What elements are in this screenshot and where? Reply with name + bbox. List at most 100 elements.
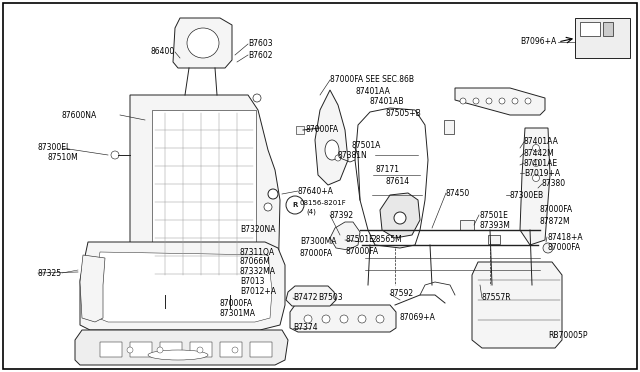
Circle shape bbox=[253, 94, 261, 102]
Circle shape bbox=[304, 315, 312, 323]
Text: 87393M: 87393M bbox=[479, 221, 510, 231]
Bar bbox=[444, 120, 454, 134]
Text: 87325: 87325 bbox=[38, 269, 62, 278]
Circle shape bbox=[486, 98, 492, 104]
Text: 87000FA SEE SEC.86B: 87000FA SEE SEC.86B bbox=[330, 76, 414, 84]
Text: 87000FA: 87000FA bbox=[305, 125, 338, 135]
Text: 87311QA: 87311QA bbox=[240, 247, 275, 257]
Polygon shape bbox=[455, 88, 545, 115]
Text: B7012+A: B7012+A bbox=[240, 288, 276, 296]
Text: RB70005P: RB70005P bbox=[548, 331, 588, 340]
Circle shape bbox=[512, 98, 518, 104]
Text: 87171: 87171 bbox=[375, 166, 399, 174]
Circle shape bbox=[157, 347, 163, 353]
Bar bbox=[296, 126, 304, 134]
Text: 87872M: 87872M bbox=[540, 217, 571, 225]
Text: 87066M: 87066M bbox=[240, 257, 271, 266]
Text: 87069+A: 87069+A bbox=[400, 312, 436, 321]
Text: 87501E: 87501E bbox=[479, 211, 508, 219]
Text: 86400: 86400 bbox=[151, 48, 175, 57]
Text: 87614: 87614 bbox=[385, 176, 409, 186]
Text: 87000FA: 87000FA bbox=[300, 250, 333, 259]
Polygon shape bbox=[75, 330, 288, 365]
Polygon shape bbox=[380, 193, 420, 238]
Text: R: R bbox=[292, 202, 298, 208]
Text: B7374: B7374 bbox=[293, 324, 317, 333]
Text: 87000FA: 87000FA bbox=[220, 298, 253, 308]
Text: B7603: B7603 bbox=[248, 39, 273, 48]
Bar bbox=[100, 342, 122, 357]
Circle shape bbox=[532, 144, 540, 151]
Ellipse shape bbox=[325, 140, 339, 160]
Text: 87510M: 87510M bbox=[47, 154, 77, 163]
Text: 08156-8201F: 08156-8201F bbox=[300, 200, 347, 206]
Bar bbox=[250, 342, 272, 357]
Polygon shape bbox=[315, 90, 348, 185]
Text: 87401AB: 87401AB bbox=[370, 97, 404, 106]
Circle shape bbox=[473, 98, 479, 104]
Circle shape bbox=[340, 315, 348, 323]
Text: 87418+A: 87418+A bbox=[547, 232, 582, 241]
Text: 87300EB: 87300EB bbox=[510, 190, 544, 199]
Circle shape bbox=[532, 160, 540, 167]
Text: B7602: B7602 bbox=[248, 51, 273, 60]
Text: 87300EL: 87300EL bbox=[38, 144, 71, 153]
Text: 87442M: 87442M bbox=[524, 148, 555, 157]
Polygon shape bbox=[152, 110, 256, 278]
Circle shape bbox=[335, 155, 341, 161]
Polygon shape bbox=[173, 18, 232, 68]
Bar bbox=[130, 342, 152, 357]
Text: 87501A: 87501A bbox=[352, 141, 381, 150]
Circle shape bbox=[111, 151, 119, 159]
Text: 87000FA: 87000FA bbox=[345, 247, 378, 257]
Text: 87501E: 87501E bbox=[345, 235, 374, 244]
Polygon shape bbox=[290, 305, 396, 332]
Text: 87392: 87392 bbox=[330, 211, 354, 219]
Circle shape bbox=[127, 347, 133, 353]
Text: 87401AA: 87401AA bbox=[355, 87, 390, 96]
Text: (4): (4) bbox=[306, 209, 316, 215]
Polygon shape bbox=[80, 255, 105, 322]
Circle shape bbox=[197, 347, 203, 353]
Text: B7503: B7503 bbox=[318, 294, 342, 302]
Circle shape bbox=[322, 315, 330, 323]
Circle shape bbox=[543, 243, 553, 253]
Text: 87557R: 87557R bbox=[482, 294, 511, 302]
Text: B7320NA: B7320NA bbox=[240, 225, 275, 234]
Text: 87401AA: 87401AA bbox=[524, 138, 559, 147]
Circle shape bbox=[268, 189, 278, 199]
Text: 87640+A: 87640+A bbox=[298, 186, 334, 196]
Polygon shape bbox=[330, 222, 360, 250]
Bar bbox=[160, 342, 182, 357]
Text: 87000FA: 87000FA bbox=[547, 244, 580, 253]
Bar bbox=[575, 18, 630, 58]
Bar bbox=[220, 342, 242, 357]
Text: 87301MA: 87301MA bbox=[220, 310, 256, 318]
Circle shape bbox=[525, 98, 531, 104]
Text: B7013: B7013 bbox=[240, 278, 264, 286]
Polygon shape bbox=[80, 242, 285, 330]
Text: 87381N: 87381N bbox=[337, 151, 367, 160]
Circle shape bbox=[499, 98, 505, 104]
Text: B7096+A: B7096+A bbox=[520, 38, 556, 46]
Ellipse shape bbox=[148, 350, 208, 360]
Text: B7019+A: B7019+A bbox=[524, 169, 560, 177]
Bar bbox=[603, 22, 613, 36]
Circle shape bbox=[286, 196, 304, 214]
Text: 87505+B: 87505+B bbox=[385, 109, 420, 118]
Text: 28565M: 28565M bbox=[372, 235, 403, 244]
Text: 87380: 87380 bbox=[542, 180, 566, 189]
Text: 87000FA: 87000FA bbox=[540, 205, 573, 215]
Text: 87401AE: 87401AE bbox=[524, 158, 558, 167]
Bar bbox=[580, 22, 600, 36]
Polygon shape bbox=[472, 262, 562, 348]
Polygon shape bbox=[130, 95, 280, 300]
Text: B7300MA: B7300MA bbox=[300, 237, 337, 246]
Ellipse shape bbox=[187, 28, 219, 58]
Bar bbox=[190, 342, 212, 357]
Text: 87450: 87450 bbox=[446, 189, 470, 198]
Circle shape bbox=[394, 212, 406, 224]
Circle shape bbox=[460, 98, 466, 104]
Circle shape bbox=[264, 203, 272, 211]
Text: 87600NA: 87600NA bbox=[62, 110, 97, 119]
